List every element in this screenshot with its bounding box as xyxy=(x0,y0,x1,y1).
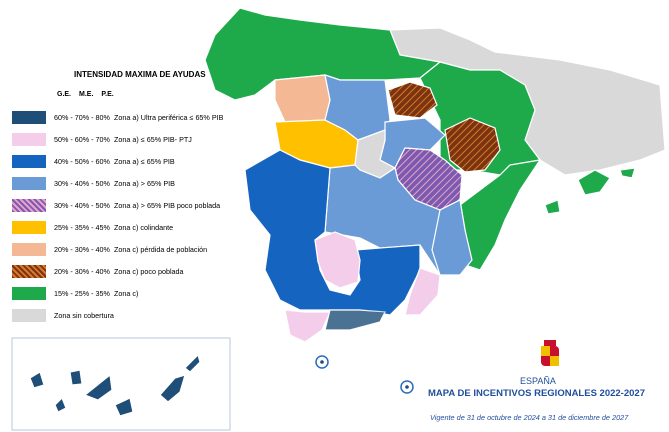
legend-range: 20% - 30% - 40% xyxy=(54,267,110,277)
legend-title: INTENSIDAD MAXIMA DE AYUDAS xyxy=(74,70,206,79)
region xyxy=(284,309,331,343)
region xyxy=(114,397,134,417)
region xyxy=(274,74,331,123)
legend-item: Zona sin cobertura xyxy=(12,305,223,327)
region xyxy=(387,81,438,119)
legend-range: 50% - 60% - 70% xyxy=(54,134,110,144)
legend-swatch xyxy=(12,265,46,279)
legend-headers: G.E. M.E. P.E. xyxy=(57,91,122,98)
legend-label: Zona c) poco poblada xyxy=(114,267,184,277)
region xyxy=(29,371,45,389)
header: P.E. xyxy=(101,91,114,98)
region xyxy=(314,231,361,289)
region xyxy=(619,167,636,179)
legend-label: Zona a) Ultra periférica ≤ 65% PIB xyxy=(114,112,224,122)
legend-swatch xyxy=(12,110,46,124)
melilla xyxy=(400,380,414,394)
legend-range: 40% - 50% - 60% xyxy=(54,156,110,166)
legend-swatch xyxy=(12,154,46,168)
legend-items: 60% - 70% - 80% Zona a) Ultra periférica … xyxy=(12,106,223,327)
legend-label: Zona sin cobertura xyxy=(54,311,114,321)
legend-label: Zona c) colindante xyxy=(114,223,174,233)
legend-item: 30% - 40% - 50% Zona a) > 65% PIB xyxy=(12,172,223,194)
legend-range: 30% - 40% - 50% xyxy=(54,200,110,210)
region xyxy=(244,149,421,316)
region xyxy=(544,199,561,215)
melilla-dot xyxy=(405,385,409,389)
validity: Vigente de 31 de octubre de 2024 a 31 de… xyxy=(430,413,629,422)
legend-swatch xyxy=(12,198,46,212)
legend-label: Zona c) pérdida de población xyxy=(114,245,208,255)
legend-item: 40% - 50% - 60% Zona a) ≤ 65% PIB xyxy=(12,150,223,172)
legend-swatch xyxy=(12,309,46,323)
canarias-box xyxy=(11,337,231,431)
legend-item: 20% - 30% - 40% Zona c) pérdida de poblac… xyxy=(12,239,223,261)
legend-item: 15% - 25% - 35% Zona c) xyxy=(12,283,223,305)
region xyxy=(577,169,611,196)
legend-swatch xyxy=(12,176,46,190)
header: G.E. xyxy=(57,91,72,98)
region xyxy=(54,396,67,413)
legend-range: 20% - 30% - 40% xyxy=(54,245,110,255)
region xyxy=(459,159,542,271)
legend-item: 20% - 30% - 40% Zona c) poco poblada xyxy=(12,261,223,283)
region xyxy=(444,117,501,173)
legend-range: 30% - 40% - 50% xyxy=(54,178,110,188)
region xyxy=(324,309,386,331)
region xyxy=(69,369,83,386)
legend-item: 30% - 40% - 50% Zona a) > 65% PIB poco po… xyxy=(12,194,223,216)
ceuta-dot xyxy=(320,360,324,364)
map-title: MAPA DE INCENTIVOS REGIONALES 2022-2027 xyxy=(428,388,645,399)
legend-item: 60% - 70% - 80% Zona a) Ultra periférica … xyxy=(12,106,223,128)
country: ESPAÑA xyxy=(520,376,556,386)
legend-label: Zona a) > 65% PIB xyxy=(114,178,175,188)
legend-swatch xyxy=(12,243,46,257)
legend-item: 50% - 60% - 70% Zona a) ≤ 65% PIB- PTJ xyxy=(12,128,223,150)
legend-item: 25% - 35% - 45% Zona c) colindante xyxy=(12,216,223,238)
legend-swatch xyxy=(12,132,46,146)
region xyxy=(431,199,473,276)
region xyxy=(83,373,113,401)
legend-label: Zona a) ≤ 65% PIB- PTJ xyxy=(114,134,192,144)
header: M.E. xyxy=(79,91,94,98)
legend-range: 25% - 35% - 45% xyxy=(54,223,110,233)
legend-swatch xyxy=(12,221,46,235)
legend-label: Zona a) > 65% PIB poco poblada xyxy=(114,200,221,210)
region xyxy=(159,374,186,403)
coat-of-arms xyxy=(541,340,559,366)
region xyxy=(184,353,201,373)
legend-range: 15% - 25% - 35% xyxy=(54,289,110,299)
legend-swatch xyxy=(12,287,46,301)
legend-label: Zona c) xyxy=(114,289,139,299)
legend-range: 60% - 70% - 80% xyxy=(54,112,110,122)
legend-label: Zona a) ≤ 65% PIB xyxy=(114,156,175,166)
ceuta xyxy=(315,355,329,369)
